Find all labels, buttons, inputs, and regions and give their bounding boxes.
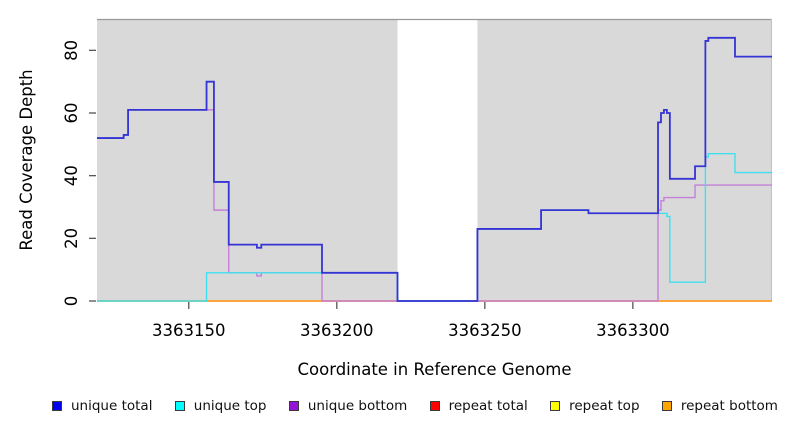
y-tick-label: 60 — [62, 103, 81, 124]
legend-label: unique total — [71, 398, 153, 414]
coverage-chart: 3363150 3363200 3363250 3363300 0 20 40 60 80 Coo… — [17, 18, 772, 379]
x-tick-label: 3363200 — [300, 321, 374, 340]
chart-legend: unique total unique top unique bottom re… — [0, 398, 792, 414]
y-axis-title: Read Coverage Depth — [17, 69, 36, 250]
legend-label: unique top — [193, 398, 267, 414]
legend-swatch-unique-bottom — [288, 401, 299, 411]
x-tick-label: 3363300 — [596, 321, 670, 340]
legend-swatch-repeat-total — [429, 401, 440, 411]
legend-swatch-repeat-bottom — [661, 401, 672, 411]
legend-swatch-unique-total — [52, 401, 62, 411]
legend-swatch-repeat-top — [550, 401, 561, 411]
legend-label: repeat top — [569, 398, 640, 414]
y-tick-label: 80 — [62, 40, 81, 61]
series-line-unique-total — [97, 36, 772, 302]
y-tick-label: 40 — [62, 165, 81, 186]
legend-item-unique-top: unique top — [174, 398, 267, 414]
legend-item-repeat-top: repeat top — [550, 398, 640, 414]
legend-item-unique-total: unique total — [52, 398, 152, 414]
x-tick-label: 3363150 — [152, 321, 226, 340]
legend-label: unique bottom — [307, 398, 408, 414]
x-tick-label: 3363250 — [448, 321, 522, 340]
legend-label: repeat total — [448, 398, 528, 414]
legend-item-repeat-bottom: repeat bottom — [661, 398, 778, 414]
legend-item-unique-bottom: unique bottom — [288, 398, 408, 414]
masked-region — [397, 20, 478, 301]
y-tick-label: 20 — [62, 228, 81, 249]
y-tick-label: 0 — [62, 296, 81, 307]
legend-item-repeat-total: repeat total — [429, 398, 528, 414]
legend-label: repeat bottom — [680, 398, 778, 414]
legend-swatch-unique-top — [174, 401, 185, 411]
x-axis-title: Coordinate in Reference Genome — [297, 360, 571, 379]
